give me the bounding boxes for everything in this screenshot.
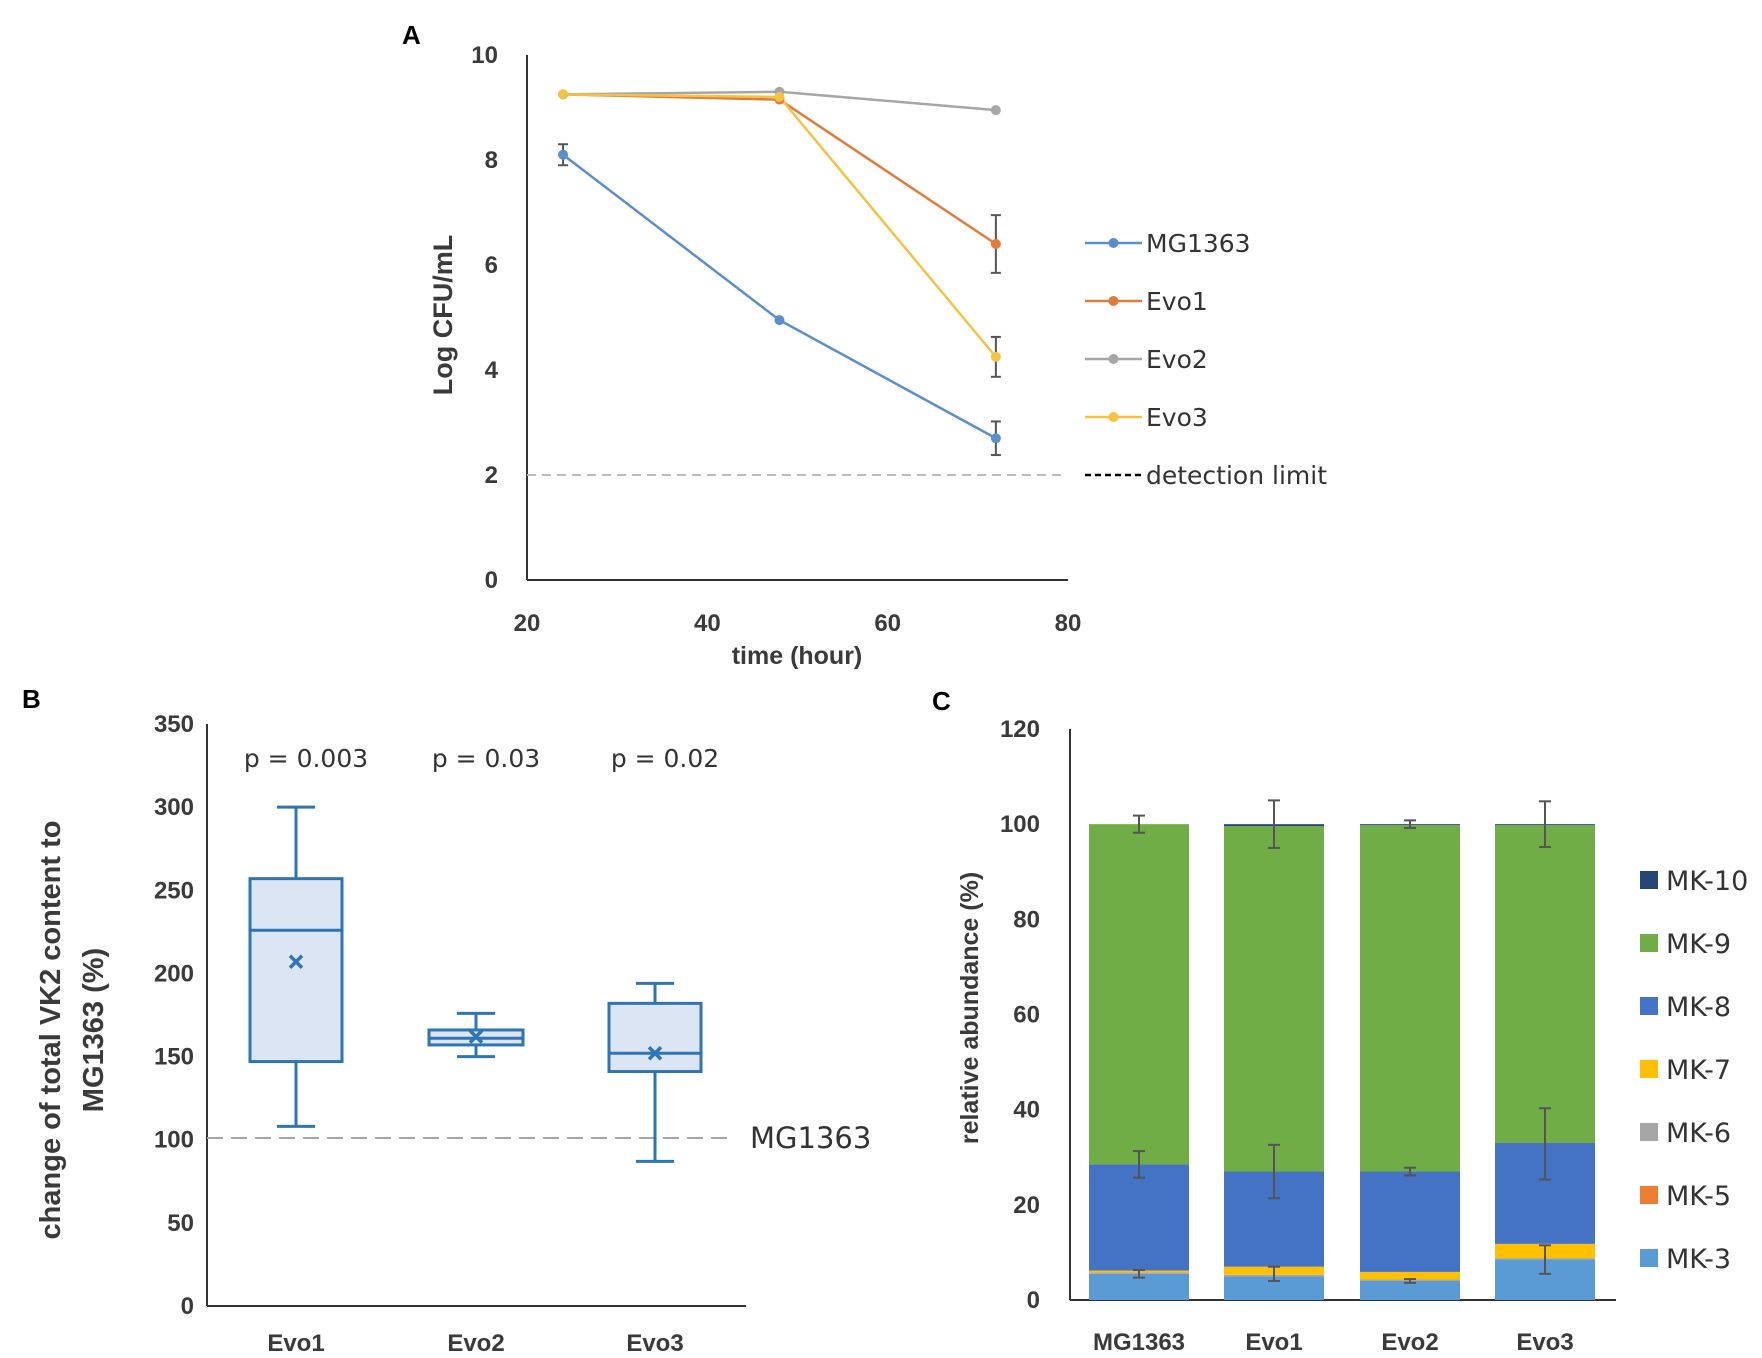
panel-c-y-tick-label: 100 (1000, 811, 1040, 838)
panel-a-point-MG1363 (774, 315, 785, 326)
panel-c-bar-segment-MK-9 (1360, 825, 1460, 1172)
panel-a-x-tick-label: 40 (694, 610, 721, 637)
panel-a-point-Evo1 (990, 239, 1001, 249)
panel-a-series-line-Evo1 (563, 93, 997, 246)
panel-a-y-tick-label: 4 (485, 357, 499, 384)
panel-c-legend-label: MK-3 (1666, 1244, 1731, 1275)
panel-a-point-Evo3 (774, 92, 785, 102)
panel-c-legend-swatch-MK-10 (1640, 871, 1658, 889)
panel-b-x-tick-label: Evo3 (626, 1330, 683, 1357)
panel-c-legend-swatch-MK-7 (1640, 1060, 1658, 1078)
panel-c-legend-swatch-MK-8 (1640, 997, 1658, 1015)
panel-c-bar-segment-MK-3 (1224, 1276, 1324, 1300)
panel-a-legend-label: Evo2 (1146, 345, 1208, 374)
panel-c-legend-label: MK-7 (1666, 1055, 1731, 1086)
panel-c-bar-segment-MK-9 (1495, 825, 1595, 1143)
panel-a-x-tick-label: 20 (514, 610, 541, 637)
panel-b-box-Evo1 (248, 877, 344, 1064)
panel-c-bar-segment-MK-9 (1089, 824, 1189, 1165)
panel-b-x-tick-label: Evo2 (447, 1330, 504, 1357)
panel-a-point-Evo3 (558, 89, 569, 100)
panel-c-legend-label: MK-5 (1666, 1181, 1731, 1212)
panel-b-y-tick-label: 250 (154, 877, 194, 904)
panel-c-bar-segment-MK-7 (1360, 1271, 1460, 1280)
panel-label-c: C (932, 686, 951, 716)
panel-c-legend-swatch-MK-5 (1640, 1186, 1658, 1204)
panel-b-p-value: p = 0.03 (432, 744, 540, 773)
panel-c-y-tick-label: 20 (1013, 1192, 1040, 1219)
panel-b-mean-marker (288, 954, 304, 970)
panel-b-p-value: p = 0.02 (611, 744, 719, 773)
panel-c-legend-swatch-MK-3 (1640, 1249, 1658, 1267)
panel-a-legend-label: Evo3 (1146, 403, 1208, 432)
panel-b-mean-marker (468, 1029, 484, 1044)
panel-c-legend-label: MK-10 (1666, 866, 1748, 897)
panel-c-y-axis-title: relative abundance (%) (956, 872, 984, 1144)
panel-c-y-tick-label: 80 (1013, 906, 1040, 933)
panel-b-y-tick-label: 150 (154, 1044, 194, 1071)
panel-a-point-Evo3 (990, 351, 1001, 362)
panel-a-y-axis-title: Log CFU/mL (428, 235, 458, 395)
panel-a-point-MG1363 (990, 433, 1001, 444)
panel-a-legend-label: detection limit (1146, 461, 1327, 490)
panel-c-x-tick-label: MG1363 (1093, 1329, 1185, 1356)
panel-c-legend-label: MK-8 (1666, 992, 1731, 1023)
panel-c-y-tick-label: 120 (1000, 716, 1040, 743)
panel-a-legend-label: MG1363 (1146, 229, 1251, 258)
panel-c-y-tick-label: 60 (1013, 1002, 1040, 1029)
panel-a-y-tick-label: 6 (485, 252, 498, 279)
panel-b-y-tick-label: 350 (154, 711, 194, 738)
panel-c-legend-label: MK-9 (1666, 929, 1731, 960)
panel-c-y-tick-label: 40 (1013, 1097, 1040, 1124)
panel-c-x-tick-label: Evo2 (1381, 1329, 1438, 1356)
panel-b-reference-label: MG1363 (750, 1121, 871, 1155)
panel-label-a: A (402, 20, 421, 50)
panel-a-point-MG1363 (558, 149, 569, 160)
panel-c-bar-segment-MK-3 (1360, 1280, 1460, 1300)
panel-a-legend-marker-Evo2 (1108, 354, 1119, 364)
panel-c-stacked-bar-chart: 0 20 40 60 80 100 120 MG1363 Evo1 Evo2 Evo3 relativ… (956, 716, 1748, 1356)
panel-b-y-tick-label: 0 (181, 1293, 194, 1320)
panel-c-bar-segment-MK-9 (1224, 826, 1324, 1172)
panel-b-x-tick-label: Evo1 (267, 1330, 324, 1357)
panel-a-y-tick-label: 2 (485, 462, 498, 489)
panel-a-legend-marker-Evo1 (1108, 296, 1119, 306)
panel-b-y-tick-label: 200 (154, 960, 194, 987)
panel-c-bar-segment-MK-8 (1089, 1164, 1189, 1271)
panel-b-y-axis-title-line: MG1363 (%) (78, 948, 110, 1112)
panel-a-legend-label: Evo1 (1146, 287, 1208, 316)
panel-a-point-Evo2 (990, 105, 1001, 116)
panel-c-legend-label: MK-6 (1666, 1118, 1731, 1149)
panel-b-box-plot: 0 50 100 150 200 250 300 350 Evo1 Evo2 Evo3 change … (35, 711, 871, 1357)
panel-c-bar-segment-MK-8 (1360, 1171, 1460, 1272)
panel-label-b: B (22, 684, 41, 714)
panel-a-x-axis-title: time (hour) (732, 642, 863, 670)
panel-b-y-tick-label: 300 (154, 794, 194, 821)
panel-b-y-axis-title: change of total VK2 content to MG1363 (%) (35, 821, 110, 1240)
panel-c-legend-swatch-MK-9 (1640, 934, 1658, 952)
panel-a-series-line-MG1363 (562, 153, 997, 440)
panel-b-box-Evo3 (607, 1001, 703, 1074)
panel-a-x-tick-label: 60 (874, 610, 901, 637)
panel-b-y-tick-label: 50 (167, 1210, 194, 1237)
panel-a-y-tick-label: 0 (485, 567, 498, 594)
panel-a-x-tick-label: 80 (1055, 610, 1082, 637)
panel-a-y-tick-label: 10 (471, 42, 498, 69)
panel-b-mean-marker (647, 1046, 663, 1061)
panel-c-y-tick-label: 0 (1027, 1287, 1040, 1314)
panel-a-y-tick-label: 8 (485, 147, 498, 174)
panel-a-legend-marker-Evo3 (1108, 412, 1119, 422)
panel-a-legend-marker-MG1363 (1108, 238, 1119, 248)
panel-b-y-tick-label: 100 (154, 1127, 194, 1154)
panel-c-x-tick-label: Evo3 (1516, 1329, 1573, 1356)
panel-a-line-chart: 0 2 4 6 8 10 20 40 60 80 time (hour) Log CFU/mL MG13… (428, 42, 1327, 670)
panel-b-p-value: p = 0.003 (244, 744, 368, 773)
panel-b-y-axis-title-line: change of total VK2 content to (35, 821, 67, 1240)
panel-c-legend-swatch-MK-6 (1640, 1123, 1658, 1141)
panel-c-x-tick-label: Evo1 (1245, 1329, 1302, 1356)
